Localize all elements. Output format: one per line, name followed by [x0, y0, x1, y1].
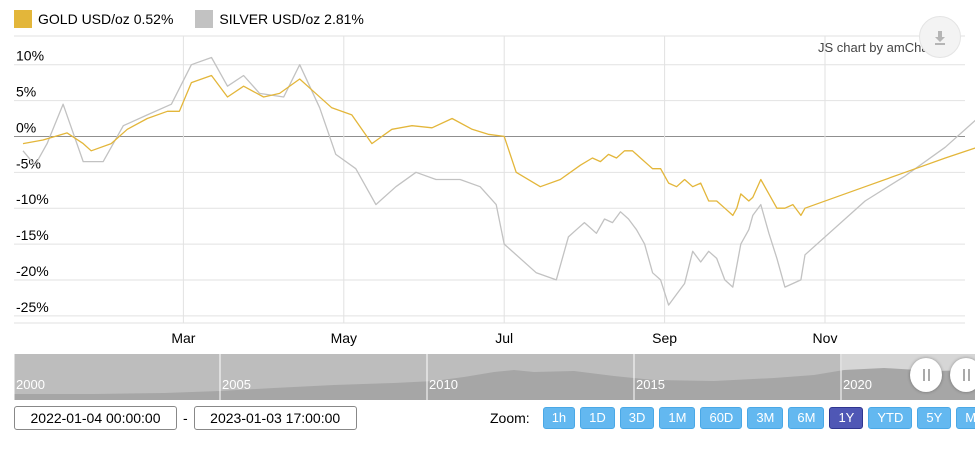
y-tick-label: -10% — [16, 191, 49, 207]
x-tick-label: May — [331, 330, 357, 346]
legend-label-gold: GOLD USD/oz 0.52% — [38, 11, 174, 27]
zoom-button-1y[interactable]: 1Y — [829, 407, 864, 429]
download-icon — [935, 31, 945, 45]
scrollbar-year-label: 2020 — [843, 377, 872, 392]
scrollbar-history-area — [14, 368, 975, 400]
scrollbar-left-grip[interactable] — [910, 358, 942, 392]
scrollbar-years: 2000 2005 2010 2015 2020 — [14, 354, 872, 400]
zoom-button-ytd[interactable]: YTD — [868, 407, 913, 429]
series-line[interactable] — [22, 56, 975, 306]
zoom-button-1m[interactable]: 1M — [659, 407, 696, 429]
y-tick-label: 10% — [16, 48, 44, 64]
period-selector: - — [14, 406, 357, 430]
grid — [14, 35, 965, 323]
y-tick-label: -5% — [16, 155, 41, 171]
zoom-button-1h[interactable]: 1h — [542, 407, 576, 429]
x-tick-label: Sep — [652, 330, 677, 346]
date-from-input[interactable] — [14, 406, 177, 430]
zoom-button-1d[interactable]: 1D — [580, 407, 615, 429]
gold-swatch — [14, 10, 32, 28]
y-tick-label: 5% — [16, 84, 36, 100]
price-chart: 10% 5% 0% -5% -10% -15% -20% -25% Mar May Jul Sep No… — [14, 35, 975, 346]
scrollbar-preview: 2000 2005 2010 2015 2020 — [14, 354, 975, 400]
export-button[interactable] — [919, 16, 961, 58]
scrollbar-year-label: 2000 — [16, 377, 45, 392]
amcharts-credit[interactable]: JS chart by amCharts — [818, 40, 943, 55]
y-tick-label: -25% — [16, 299, 49, 315]
scrollbar-right-grip[interactable] — [950, 358, 975, 392]
y-tick-label: 0% — [16, 119, 36, 135]
zoom-button-60d[interactable]: 60D — [700, 407, 743, 429]
date-separator: - — [183, 410, 188, 426]
scrollbar-year-label: 2005 — [222, 377, 251, 392]
series-line[interactable] — [22, 74, 975, 217]
date-to-input[interactable] — [193, 406, 357, 430]
y-tick-label: -15% — [16, 227, 49, 243]
timeline-scrollbar[interactable]: 2000 2005 2010 2015 2020 — [14, 354, 975, 400]
x-tick-label: Nov — [813, 330, 838, 346]
zoom-button-3d[interactable]: 3D — [619, 407, 655, 429]
x-tick-label: Jul — [495, 330, 513, 346]
zoom-controls: Zoom: 1h1D3D1M60D3M6M1YYTD5YMAX — [490, 407, 975, 429]
legend: GOLD USD/oz 0.52% SILVER USD/oz 2.81% — [14, 6, 386, 32]
scrollbar-year-label: 2010 — [429, 377, 458, 392]
legend-item-silver[interactable]: SILVER USD/oz 2.81% — [195, 10, 364, 28]
legend-label-silver: SILVER USD/oz 2.81% — [219, 11, 364, 27]
zoom-button-6m[interactable]: 6M — [788, 407, 825, 429]
zoom-label: Zoom: — [490, 410, 530, 426]
y-tick-label: -20% — [16, 263, 49, 279]
zoom-button-5y[interactable]: 5Y — [917, 407, 952, 429]
silver-swatch — [195, 10, 214, 28]
legend-item-gold[interactable]: GOLD USD/oz 0.52% — [14, 10, 173, 28]
scrollbar-year-label: 2015 — [636, 377, 665, 392]
x-tick-label: Mar — [171, 330, 195, 346]
series[interactable] — [22, 56, 975, 306]
zoom-button-max[interactable]: MAX — [956, 407, 975, 429]
axes: 10% 5% 0% -5% -10% -15% -20% -25% Mar May Jul Sep No… — [14, 48, 965, 346]
zoom-button-3m[interactable]: 3M — [747, 407, 784, 429]
